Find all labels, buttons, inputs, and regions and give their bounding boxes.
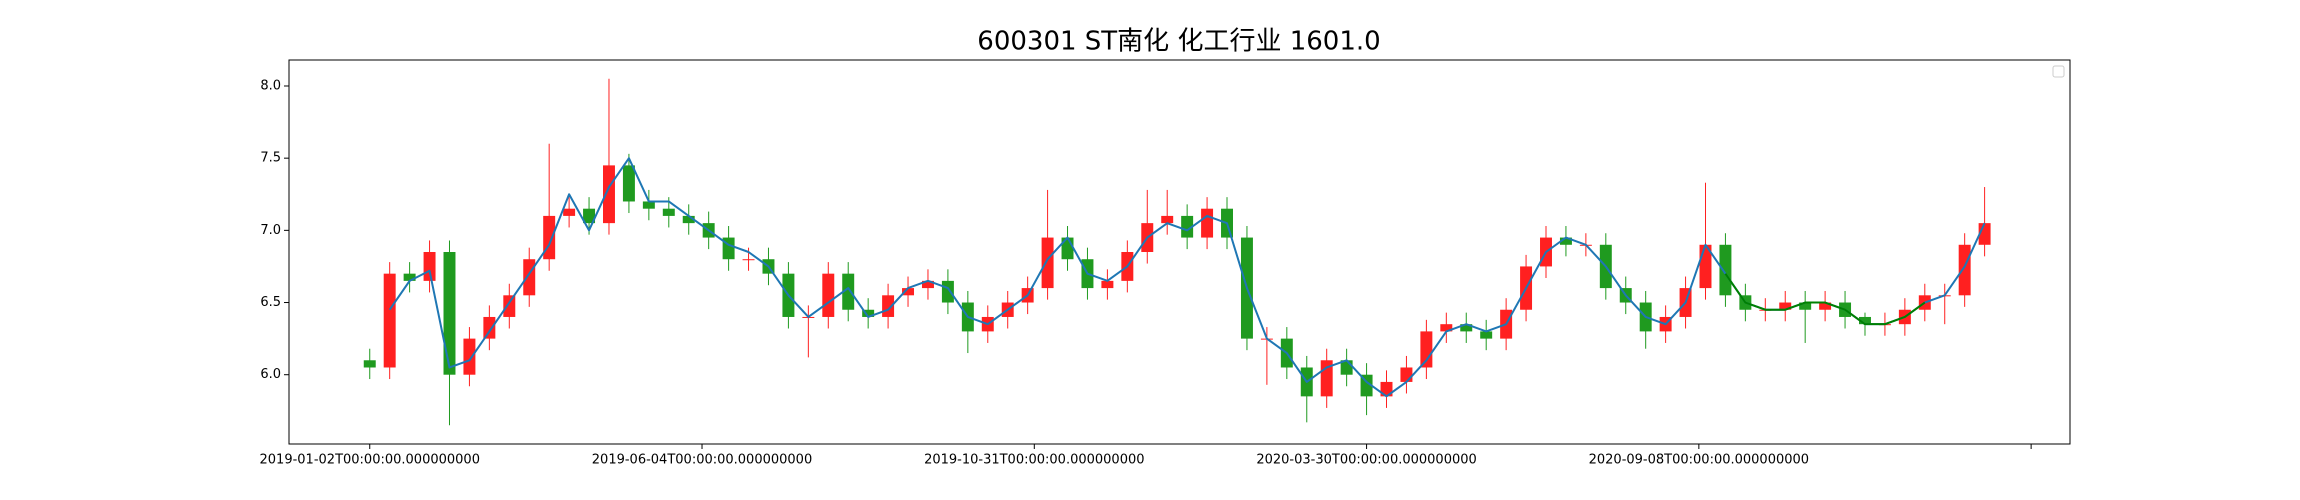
candle-body [1859, 316, 1871, 325]
candle-body [1719, 244, 1732, 296]
candle-body [1181, 215, 1194, 238]
candle-body [941, 280, 954, 303]
candle-body [463, 338, 476, 375]
x-tick-label: 2020-03-30T00:00:00.000000000 [1256, 453, 1476, 468]
candle-body [583, 208, 596, 224]
candle-body [1201, 208, 1214, 238]
candle-body [1400, 367, 1413, 382]
y-tick-label: 6.0 [260, 367, 281, 382]
candle-body [862, 309, 875, 317]
candle-body [1320, 360, 1333, 397]
y-tick-label: 7.5 [260, 151, 281, 166]
plot-frame [288, 59, 2071, 445]
candle-body [1101, 280, 1114, 289]
candle-body [1480, 331, 1493, 339]
y-tick-label: 6.5 [260, 295, 281, 310]
x-tick-label: 2019-01-02T00:00:00.000000000 [260, 453, 480, 468]
candle-body [682, 215, 695, 224]
candle-body [882, 295, 895, 317]
candle-body [1340, 360, 1353, 375]
candle-body [1161, 215, 1174, 224]
candle-body [822, 273, 835, 317]
candle-body [1699, 244, 1712, 289]
candle-body [1041, 237, 1054, 289]
candle-body [383, 273, 396, 368]
candle-body [523, 259, 536, 296]
candle-body [1958, 244, 1971, 296]
line-series [388, 157, 1986, 398]
candle-body [662, 208, 675, 216]
candle-body [483, 316, 496, 339]
candle-body [1779, 302, 1792, 310]
candle-body [1819, 302, 1832, 310]
candle-body [842, 273, 855, 310]
candle-body [622, 165, 635, 202]
candle-body [1360, 374, 1373, 397]
candle-body [543, 215, 556, 260]
candle-body [1559, 237, 1572, 245]
y-tick-label: 7.0 [260, 223, 281, 238]
candle-body [423, 252, 436, 281]
candle-body [503, 295, 516, 317]
legend-box [2052, 65, 2065, 78]
candle-body [1061, 237, 1074, 260]
candle-body [722, 237, 735, 260]
candle-body [742, 259, 755, 261]
candle-body [1440, 324, 1453, 332]
x-tick-label: 2019-06-04T00:00:00.000000000 [592, 453, 812, 468]
x-tick-label: 2020-09-08T00:00:00.000000000 [1589, 453, 1809, 468]
x-tick-label: 2019-10-31T00:00:00.000000000 [924, 453, 1144, 468]
candle-body [1460, 324, 1473, 332]
candle-body [563, 208, 576, 216]
candle-body [902, 288, 915, 296]
candle-body [603, 165, 615, 224]
candle-body [443, 252, 456, 375]
candle-body [1420, 331, 1433, 368]
candle-body [1978, 223, 1991, 245]
candle-body [363, 360, 376, 368]
candle-body [403, 273, 416, 281]
candle-body [1799, 302, 1812, 310]
y-tick-label: 8.0 [260, 78, 281, 93]
candle-body [921, 280, 934, 289]
chart-title: 600301 ST南化 化工行业 1601.0 [977, 27, 1380, 57]
line-series [1724, 273, 1926, 326]
candle-body [642, 201, 655, 209]
candle-body [1380, 381, 1393, 397]
